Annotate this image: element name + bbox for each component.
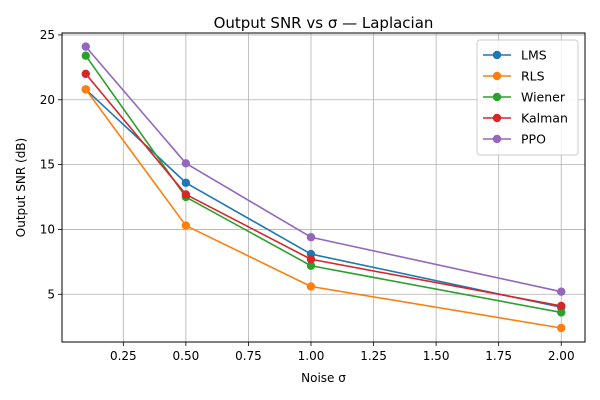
y-tick-label: 10 [40,222,55,236]
legend-marker [492,50,502,60]
series-rls [81,85,566,333]
y-tick-label: 5 [47,287,55,301]
data-point [306,261,316,270]
legend-marker [492,71,502,81]
x-tick-label: 0.75 [235,349,262,363]
y-tick-label: 15 [40,158,55,172]
series-line [85,88,562,309]
x-axis: 0.25 0.50 0.75 1.00 1.25 1.50 1.75 2.00 [110,342,575,363]
series-line [85,46,562,293]
x-axis-label: Noise σ [301,371,346,385]
x-tick-label: 0.50 [173,349,200,363]
x-tick-label: 1.75 [485,349,512,363]
data-point [306,282,316,291]
series-line [85,73,562,307]
data-point [81,51,90,60]
data-point [557,308,566,317]
x-tick-label: 1.00 [298,349,325,363]
legend-label: LMS [521,48,547,63]
legend-item-lms: LMS [483,48,547,63]
data-point [81,42,90,51]
data-point [557,323,566,333]
legend-label: PPO [521,132,546,147]
y-tick-label: 25 [40,28,55,42]
legend-item-kalman: Kalman [483,111,568,126]
legend-marker [492,113,502,123]
legend-marker [492,92,502,102]
data-point [181,178,191,187]
x-tick-label: 2.00 [548,349,575,363]
data-point [181,221,191,230]
data-point [81,69,90,79]
x-tick-label: 1.25 [360,349,387,363]
data-point [181,190,191,199]
plot-frame [61,32,586,343]
series-line [85,88,562,329]
y-axis: 5 10 15 20 25 [40,28,62,301]
series-ppo [81,42,566,296]
legend-item-wiener: Wiener [483,90,566,105]
legend-label: RLS [521,69,545,84]
series-line [85,55,562,314]
legend-label: Wiener [521,90,566,105]
y-axis-label: Output SNR (dB) [14,138,28,237]
data-point [81,85,90,94]
legend-item-ppo: PPO [483,132,546,147]
data-point [557,301,566,311]
legend-item-rls: RLS [483,69,545,84]
series-layer [81,42,566,333]
legend-marker [492,134,502,144]
legend: LMS RLS Wiener Kalman PPO [476,39,579,156]
data-point [557,287,566,296]
x-tick-label: 0.25 [110,349,137,363]
y-tick-label: 20 [40,93,55,107]
data-point [306,233,316,242]
legend-frame [476,39,579,156]
chart-title: Output SNR vs σ — Laplacian [214,14,434,32]
data-point [306,255,316,264]
series-kalman [81,69,566,311]
x-tick-label: 1.50 [423,349,450,363]
legend-label: Kalman [521,111,568,126]
data-point [181,159,191,168]
